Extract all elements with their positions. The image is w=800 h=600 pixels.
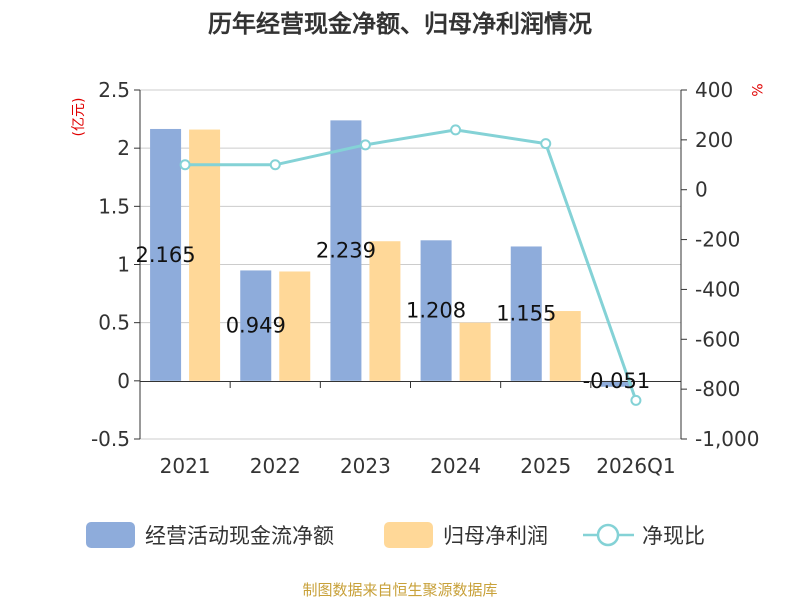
bar-netprofit (549, 311, 581, 381)
ratio-point (450, 124, 462, 136)
chart-title: 历年经营现金净额、归母净利润情况 (208, 10, 592, 38)
right-tick-label: -1,000 (695, 427, 759, 451)
right-tick-label: 400 (695, 78, 733, 102)
right-tick-label: -600 (695, 327, 740, 351)
bar-cashflow (600, 380, 632, 387)
category-label: 2021 (160, 454, 211, 478)
category-label: 2025 (520, 454, 571, 478)
right-tick-label: 200 (695, 128, 733, 152)
ratio-point (540, 138, 552, 150)
category-label: 2022 (250, 454, 301, 478)
ratio-point (630, 394, 642, 406)
left-tick-label: 0.5 (98, 311, 130, 335)
bar-cashflow (420, 240, 452, 381)
data-label-cashflow: 2.165 (136, 243, 196, 267)
left-tick-label: 2.5 (98, 78, 130, 102)
left-tick-label: 1 (117, 253, 130, 277)
right-tick-label: -400 (695, 277, 740, 301)
bar-netprofit (459, 322, 491, 381)
ratio-point (179, 159, 191, 171)
ratio-point (269, 159, 281, 171)
legend: 经营活动现金流净额 归母净利润 净现比 (86, 522, 705, 548)
bar-cashflow (240, 270, 272, 381)
legend-swatch-cashflow (86, 522, 135, 548)
category-label: 2023 (340, 454, 391, 478)
right-tick-label: -800 (695, 377, 740, 401)
bar-cashflow (510, 246, 542, 381)
left-axis-unit: (亿元) (71, 98, 87, 137)
bar-group (150, 120, 632, 387)
left-tick-label: 0 (117, 369, 130, 393)
source-note: 制图数据来自恒生聚源数据库 (302, 581, 497, 599)
left-tick-label: 2 (117, 136, 130, 160)
legend-marker-ratio (596, 523, 620, 547)
right-tick-label: -200 (695, 228, 740, 252)
legend-label-ratio: 净现比 (642, 524, 705, 548)
data-label-cashflow: 0.949 (226, 314, 286, 338)
legend-swatch-netprofit (384, 522, 433, 548)
bar-cashflow (330, 120, 362, 381)
data-label-cashflow: 1.208 (406, 299, 466, 323)
category-label: 2026Q1 (596, 454, 675, 478)
bar-netprofit (369, 241, 401, 381)
data-label-cashflow: -0.051 (583, 369, 651, 393)
bar-netprofit (279, 271, 311, 381)
right-axis-unit: % (748, 83, 764, 96)
grid-lines (140, 89, 681, 440)
left-tick-label: 1.5 (98, 194, 130, 218)
ratio-point (359, 139, 371, 151)
bar-cashflow (150, 128, 182, 381)
line-series (179, 124, 642, 406)
bar-netprofit (189, 129, 221, 381)
category-label: 2024 (430, 454, 481, 478)
legend-label-netprofit: 归母净利润 (443, 524, 548, 548)
axis-ticks: 2.5 2 1.5 1 0.5 0 -0.5 400 200 0 -200 -400 -600 -800 -… (91, 78, 760, 478)
ratio-line (185, 128, 638, 401)
legend-label-cashflow: 经营活动现金流净额 (145, 524, 334, 548)
data-label-cashflow: 1.155 (496, 302, 556, 326)
data-label-cashflow: 2.239 (316, 239, 376, 263)
data-labels: 2.165 0.949 2.239 1.208 1.155 -0.051 (136, 239, 651, 393)
left-tick-label: -0.5 (91, 427, 130, 451)
right-tick-label: 0 (695, 178, 708, 202)
